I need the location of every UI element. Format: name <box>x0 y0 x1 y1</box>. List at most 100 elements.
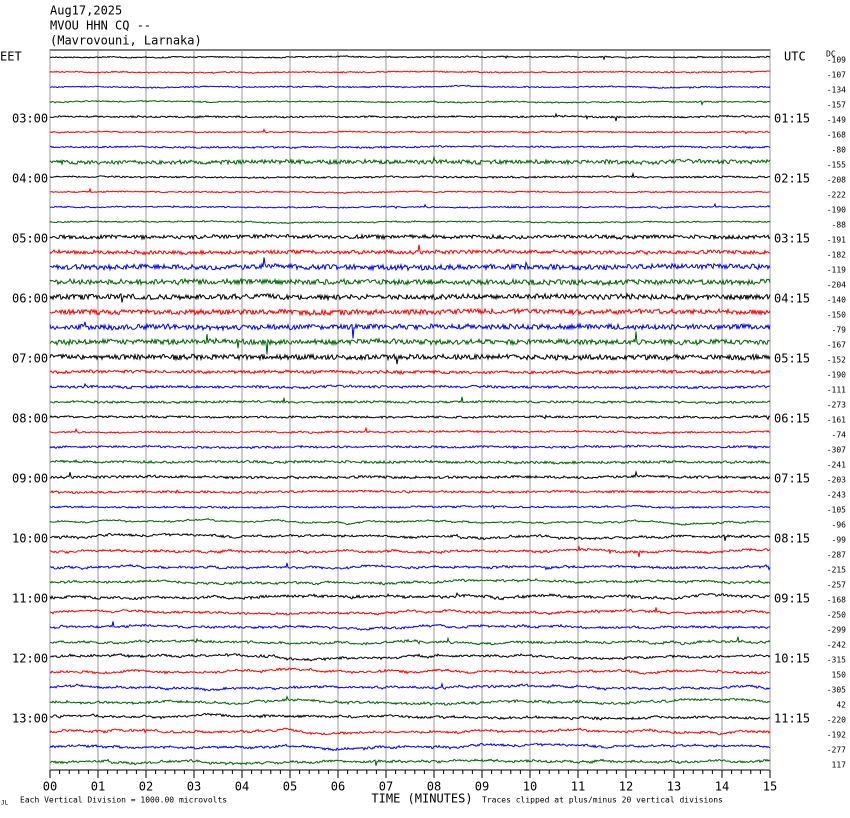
dc-offset: -243 <box>827 491 846 500</box>
clip-note: Traces clipped at plus/minus 20 vertical… <box>482 796 723 805</box>
dc-offset: -140 <box>827 296 846 305</box>
trace <box>49 331 771 355</box>
left-time-label: 06:00 <box>12 292 48 306</box>
right-time-label: 06:15 <box>774 412 810 426</box>
x-tick-label: 03 <box>187 780 201 794</box>
scale-note: Each Vertical Division = 1000.00 microvo… <box>20 796 227 805</box>
trace <box>49 444 771 450</box>
dc-header: DC <box>826 50 836 59</box>
dc-offset: 150 <box>832 671 847 680</box>
dc-offset: -99 <box>832 536 847 545</box>
left-time-label: 11:00 <box>12 592 48 606</box>
dc-offset: -277 <box>827 746 846 755</box>
right-time-label: 01:15 <box>774 112 810 126</box>
left-time-label: 07:00 <box>12 352 48 366</box>
left-time-label: 08:00 <box>12 412 48 426</box>
dc-offset: -190 <box>827 206 846 215</box>
trace <box>49 368 771 376</box>
x-tick-label: 02 <box>139 780 153 794</box>
trace <box>49 742 771 752</box>
left-time-label: 13:00 <box>12 712 48 726</box>
dc-offset: -155 <box>827 161 846 170</box>
x-tick-label: 11 <box>571 780 585 794</box>
dc-offset: -161 <box>827 416 846 425</box>
trace <box>50 84 771 89</box>
dc-offset: -111 <box>827 386 846 395</box>
trace <box>49 545 771 558</box>
corner-mark: JL <box>1 800 9 807</box>
trace <box>49 621 771 631</box>
left-time-label: 12:00 <box>12 652 48 666</box>
dc-offset: -220 <box>827 716 846 725</box>
trace <box>49 307 771 317</box>
dc-offset: -287 <box>827 551 846 560</box>
plot-frame <box>49 49 771 771</box>
right-time-label: 09:15 <box>774 592 810 606</box>
right-time-label: 04:15 <box>774 292 810 306</box>
dc-offset: -79 <box>832 326 847 335</box>
trace <box>49 155 771 166</box>
trace <box>49 489 771 495</box>
trace <box>49 517 771 526</box>
right-time-label: 08:15 <box>774 532 810 546</box>
x-tick-label: 10 <box>523 780 537 794</box>
trace <box>49 244 771 256</box>
right-zone: UTC <box>784 50 806 64</box>
right-time-label: 11:15 <box>774 712 810 726</box>
x-tick-label: 14 <box>715 780 729 794</box>
x-tick-label: 05 <box>283 780 297 794</box>
trace <box>49 695 771 706</box>
dc-offset: -208 <box>827 176 846 185</box>
trace <box>49 727 771 736</box>
dc-offset: -241 <box>827 461 846 470</box>
dc-offset: -96 <box>832 521 847 530</box>
trace <box>49 712 771 721</box>
x-tick-label: 15 <box>763 780 777 794</box>
trace <box>49 128 771 135</box>
x-tick-label: 00 <box>43 780 57 794</box>
dc-offset: -168 <box>827 596 846 605</box>
x-axis-label: TIME (MINUTES) <box>371 792 472 806</box>
left-time-label: 10:00 <box>12 532 48 546</box>
dc-offset: -149 <box>827 116 846 125</box>
dc-offset: -88 <box>832 221 847 230</box>
trace <box>49 321 771 339</box>
dc-offset: -250 <box>827 611 846 620</box>
trace <box>49 459 771 466</box>
dc-offset: -105 <box>827 506 846 515</box>
trace <box>49 667 771 675</box>
dc-offset: -157 <box>827 101 846 110</box>
x-tick-label: 04 <box>235 780 249 794</box>
dc-offset: -315 <box>827 656 846 665</box>
left-time-label: 03:00 <box>12 112 48 126</box>
x-tick-label: 13 <box>667 780 681 794</box>
trace <box>49 187 771 194</box>
dc-offset: -305 <box>827 686 846 695</box>
dc-offset: 42 <box>836 701 846 710</box>
trace <box>49 145 771 150</box>
left-zone: EET <box>0 50 22 64</box>
trace <box>49 220 771 225</box>
x-tick-label: 09 <box>475 780 489 794</box>
dc-offset: -192 <box>827 731 846 740</box>
trace <box>49 504 771 510</box>
dc-offset: -168 <box>827 131 846 140</box>
dc-offset: -109 <box>827 56 846 65</box>
title-line: MVOU HHN CQ -- <box>50 19 151 33</box>
trace <box>50 636 771 646</box>
right-time-label: 07:15 <box>774 472 810 486</box>
x-tick-label: 06 <box>331 780 345 794</box>
dc-offset: -215 <box>827 566 846 575</box>
dc-offset: 117 <box>832 761 847 770</box>
trace <box>49 292 771 303</box>
dc-offset: -107 <box>827 71 846 80</box>
dc-offset: -134 <box>827 86 846 95</box>
dc-offset: -204 <box>827 281 846 290</box>
title-line: Aug17,2025 <box>50 4 122 18</box>
x-tick-label: 07 <box>379 780 393 794</box>
trace <box>49 352 771 365</box>
dc-offset: -119 <box>827 266 846 275</box>
dc-offset: -242 <box>827 641 846 650</box>
dc-offset: -152 <box>827 356 846 365</box>
